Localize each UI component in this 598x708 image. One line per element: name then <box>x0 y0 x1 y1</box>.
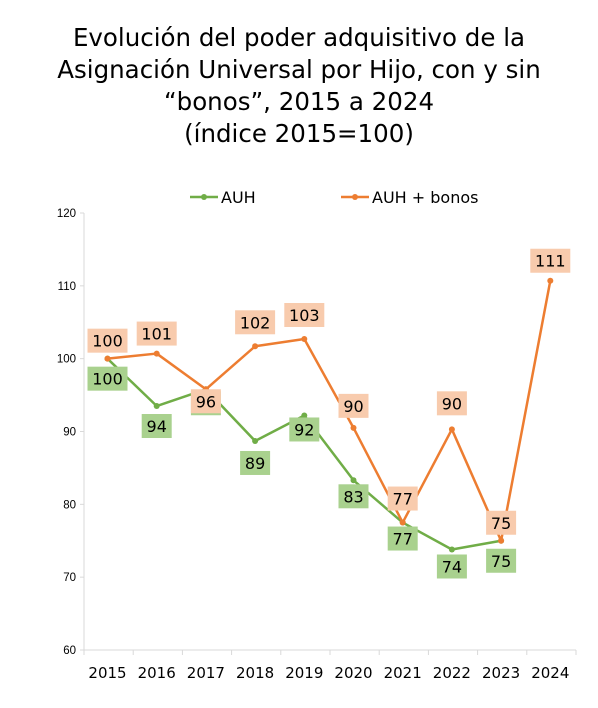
data-label: 77 <box>393 530 413 549</box>
data-label-box <box>530 248 571 273</box>
y-tick-label: 90 <box>63 427 76 439</box>
data-point <box>301 412 308 419</box>
data-label: 75 <box>491 514 511 533</box>
data-label-box <box>87 328 128 353</box>
legend-marker-2 <box>352 194 358 200</box>
data-point <box>399 519 406 526</box>
x-tick-label: 2015 <box>88 664 126 682</box>
data-point <box>153 350 160 357</box>
x-tick-label: 2023 <box>482 664 520 682</box>
data-point <box>498 537 505 544</box>
legend-label-2: AUH + bonos <box>372 188 478 207</box>
x-tick-label: 2016 <box>138 664 176 682</box>
chart-title-line-4: (índice 2015=100) <box>184 119 414 148</box>
data-point <box>350 477 357 484</box>
data-label-box <box>87 366 128 391</box>
y-tick-label: 80 <box>63 499 76 511</box>
data-label-box <box>240 450 271 475</box>
data-point <box>252 437 259 444</box>
data-label-box <box>289 417 320 442</box>
x-tick-label: 2020 <box>334 664 372 682</box>
data-label: 111 <box>535 252 566 271</box>
data-label-box <box>136 321 177 346</box>
data-label-box <box>387 486 418 511</box>
data-label-box <box>436 391 467 416</box>
data-label: 77 <box>393 490 413 509</box>
series-line-1 <box>106 357 502 551</box>
data-label: 100 <box>92 332 123 351</box>
data-point <box>153 403 160 410</box>
data-label-box <box>235 310 276 335</box>
data-label: 101 <box>141 325 172 344</box>
y-tick-label: 120 <box>57 208 76 220</box>
data-label: 90 <box>343 397 363 416</box>
legend-marker-1 <box>201 194 207 200</box>
data-label: 75 <box>491 552 511 571</box>
chart-title: Evolución del poder adquisitivo de la As… <box>0 22 598 150</box>
data-label: 83 <box>343 487 363 506</box>
y-tick-label: 100 <box>57 354 76 366</box>
data-label: 92 <box>294 420 314 439</box>
data-point <box>350 424 357 431</box>
y-tick-label: 60 <box>63 645 76 657</box>
data-label-box <box>338 484 369 509</box>
x-tick-label: 2024 <box>531 664 569 682</box>
y-tick-label: 110 <box>58 281 76 293</box>
x-tick-label: 2019 <box>285 664 323 682</box>
chart-title-line-2: Asignación Universal por Hijo, con y sin <box>57 55 541 84</box>
series-line-2 <box>107 280 552 542</box>
data-label: 90 <box>442 394 462 413</box>
data-label-box <box>486 510 517 535</box>
data-label-box <box>436 554 467 579</box>
x-tick-label: 2022 <box>433 664 471 682</box>
data-label-box <box>284 303 325 328</box>
data-point <box>448 546 455 553</box>
data-label: 103 <box>289 306 320 325</box>
data-label-box <box>338 393 369 418</box>
data-label: 94 <box>147 417 167 436</box>
x-tick-label: 2018 <box>236 664 274 682</box>
chart-title-line-1: Evolución del poder adquisitivo de la <box>72 23 526 52</box>
data-point <box>448 426 455 433</box>
data-label-box <box>190 389 221 414</box>
y-tick-label: 70 <box>63 572 76 584</box>
x-tick-label: 2021 <box>384 664 422 682</box>
data-point <box>104 355 111 362</box>
data-label: 100 <box>92 370 123 389</box>
x-tick-label: 2017 <box>187 664 225 682</box>
data-label: 89 <box>245 454 265 473</box>
data-point <box>252 343 259 350</box>
data-label-box <box>486 548 517 573</box>
data-label: 102 <box>240 313 271 332</box>
data-point <box>301 336 308 343</box>
data-label: 74 <box>442 557 462 576</box>
data-label: 96 <box>196 392 216 411</box>
legend-label-1: AUH <box>221 188 256 207</box>
data-point <box>547 277 554 284</box>
data-label-box <box>141 414 172 439</box>
chart-title-line-3: “bonos”, 2015 a 2024 <box>163 87 435 116</box>
data-label-box <box>387 526 418 551</box>
